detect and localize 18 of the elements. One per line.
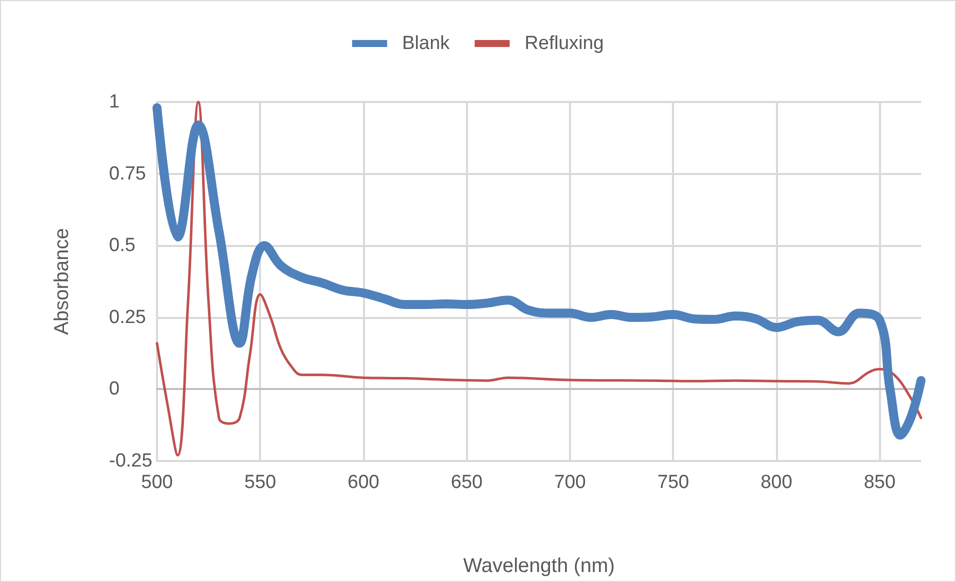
x-tick-label: 800	[760, 472, 792, 493]
y-tick-label: 0.25	[109, 306, 146, 328]
x-tick-label: 600	[348, 472, 380, 493]
y-axis-title: Absorbance	[51, 228, 73, 335]
y-tick-label: 1	[109, 92, 120, 112]
y-tick-label: 0.5	[109, 235, 136, 256]
x-axis-title: Wavelength (nm)	[463, 555, 615, 577]
x-tick-label: 850	[864, 472, 896, 493]
x-tick-label: 550	[244, 472, 276, 493]
y-tick-label: -0.25	[109, 450, 152, 472]
x-tick-label: 500	[141, 472, 173, 493]
y-tick-label: 0	[109, 378, 120, 400]
x-tick-label: 700	[554, 472, 586, 493]
x-tick-label: 650	[450, 472, 483, 493]
legend-label: Blank	[402, 33, 450, 54]
x-tick-label: 750	[657, 472, 690, 493]
y-tick-label: 0.75	[109, 163, 146, 184]
legend-label: Refluxing	[524, 33, 604, 54]
